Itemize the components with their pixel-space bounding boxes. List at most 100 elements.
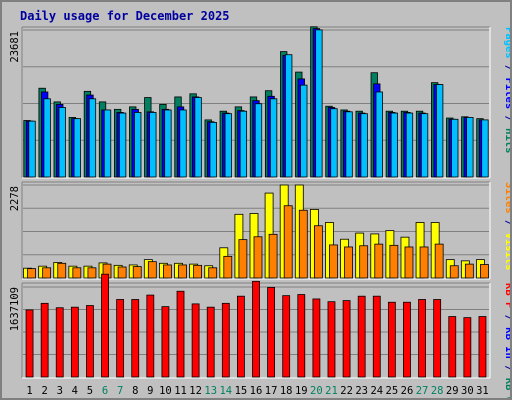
bar-kb-f-day-28 [433,299,442,378]
bar-pages-day-5 [88,98,97,178]
legend-entry: KB In [503,327,510,359]
x-tick-label-day-16: 16 [250,385,263,397]
bar-kb-f-day-6 [101,273,109,378]
x-tick-label-day-9: 9 [147,385,153,397]
bar-pages-day-6 [103,109,112,178]
x-tick-label-day-26: 26 [401,385,414,397]
bar-pages-day-12 [194,97,202,178]
legend-entry: Visits [503,233,510,271]
bar-sites-day-29 [449,265,459,279]
bar-kb-f-day-29 [448,316,457,378]
x-tick-label-day-5: 5 [87,385,93,397]
x-tick-label-day-15: 15 [235,385,248,397]
y-max-label-visits-sites: 2278 [9,186,21,211]
bar-pages-day-27 [420,113,429,178]
bar-pages-day-3 [58,107,66,178]
bar-sites-day-9 [147,261,157,279]
bar-sites-day-13 [208,267,218,279]
bar-kb-f-day-31 [478,316,487,378]
bar-sites-day-28 [434,243,444,279]
bar-kb-f-day-21 [327,301,336,378]
bar-kb-f-day-25 [387,301,396,378]
x-tick-label-day-17: 17 [265,385,278,397]
y-max-label-kbytes: 1637109 [9,287,21,331]
legend-label-visits-sites: Sites / Visits [503,182,510,271]
bar-kb-f-day-26 [403,301,411,378]
bar-kb-f-day-30 [463,317,472,378]
bar-sites-day-22 [344,246,353,279]
bar-sites-day-20 [313,225,323,279]
x-tick-label-day-6: 6 [102,385,108,397]
bar-sites-day-30 [464,263,474,279]
bar-sites-day-31 [480,264,489,279]
x-tick-label-day-4: 4 [72,385,78,397]
bar-sites-day-1 [27,268,36,279]
x-tick-label-day-11: 11 [174,385,187,397]
bar-kb-f-day-11 [176,290,185,378]
legend-entry: / [503,359,510,378]
bar-pages-day-1 [28,120,36,178]
bar-kb-f-day-12 [191,303,200,378]
x-tick-label-day-3: 3 [57,385,63,397]
x-tick-label-day-2: 2 [41,385,47,397]
chart-title: Daily usage for December 2025 [20,9,230,23]
bar-sites-day-11 [178,264,187,279]
bar-kb-f-day-27 [418,299,426,378]
bar-pages-day-19 [300,84,308,178]
bar-sites-day-15 [238,239,248,279]
legend-entry: / [503,109,510,128]
bar-sites-day-17 [268,233,278,279]
bar-kb-f-day-13 [206,306,215,378]
bar-kb-f-day-8 [131,299,140,378]
bar-pages-day-7 [118,112,127,178]
legend-entry: Files [503,78,510,110]
legend-entry: KB F [503,283,510,308]
bar-sites-day-5 [87,267,97,279]
x-tick-label-day-31: 31 [476,385,489,397]
x-tick-label-day-12: 12 [189,385,202,397]
bar-pages-day-16 [254,103,263,178]
bar-kb-f-day-16 [252,280,260,378]
bar-pages-day-10 [164,109,172,178]
bar-pages-day-23 [360,113,368,178]
x-tick-label-day-28: 28 [431,385,444,397]
bar-pages-day-17 [269,98,278,178]
bar-pages-day-20 [315,29,323,178]
x-tick-label-day-7: 7 [117,385,123,397]
bar-sites-day-19 [298,209,308,279]
bar-pages-day-9 [149,112,157,178]
bar-sites-day-8 [132,266,142,279]
x-tick-label-day-29: 29 [446,385,459,397]
bar-sites-day-26 [404,246,414,279]
legend-label-hits-files-pages: Pages / Files / Hits [503,27,510,153]
x-tick-label-day-25: 25 [386,385,399,397]
bar-sites-day-3 [57,262,67,279]
bar-sites-day-18 [283,205,293,279]
legend-entry: Hits [503,128,510,153]
bar-sites-day-10 [163,264,172,279]
legend-entry: Sites [503,182,510,214]
x-tick-label-day-20: 20 [310,385,323,397]
bar-kb-f-day-23 [357,295,366,378]
x-tick-label-day-8: 8 [132,385,138,397]
bar-pages-day-11 [179,109,187,178]
bar-pages-day-2 [43,98,51,178]
legend-entry: / [503,308,510,327]
bar-pages-day-29 [451,118,459,178]
bar-sites-day-25 [389,244,399,279]
bar-kb-f-day-20 [312,298,321,378]
x-tick-label-day-30: 30 [461,385,474,397]
bar-pages-day-30 [466,117,474,178]
bar-kb-f-day-15 [236,295,245,378]
bar-pages-day-31 [481,119,489,178]
x-tick-label-day-23: 23 [355,385,368,397]
x-tick-label-day-24: 24 [370,385,383,397]
x-tick-label-day-21: 21 [325,385,338,397]
legend-entry: / [503,59,510,78]
bar-sites-day-2 [42,267,52,279]
bar-sites-day-27 [419,246,429,279]
bar-pages-day-22 [345,111,353,178]
bar-pages-day-13 [209,121,217,178]
x-tick-label-day-19: 19 [295,385,308,397]
x-tick-label-day-13: 13 [204,385,217,397]
